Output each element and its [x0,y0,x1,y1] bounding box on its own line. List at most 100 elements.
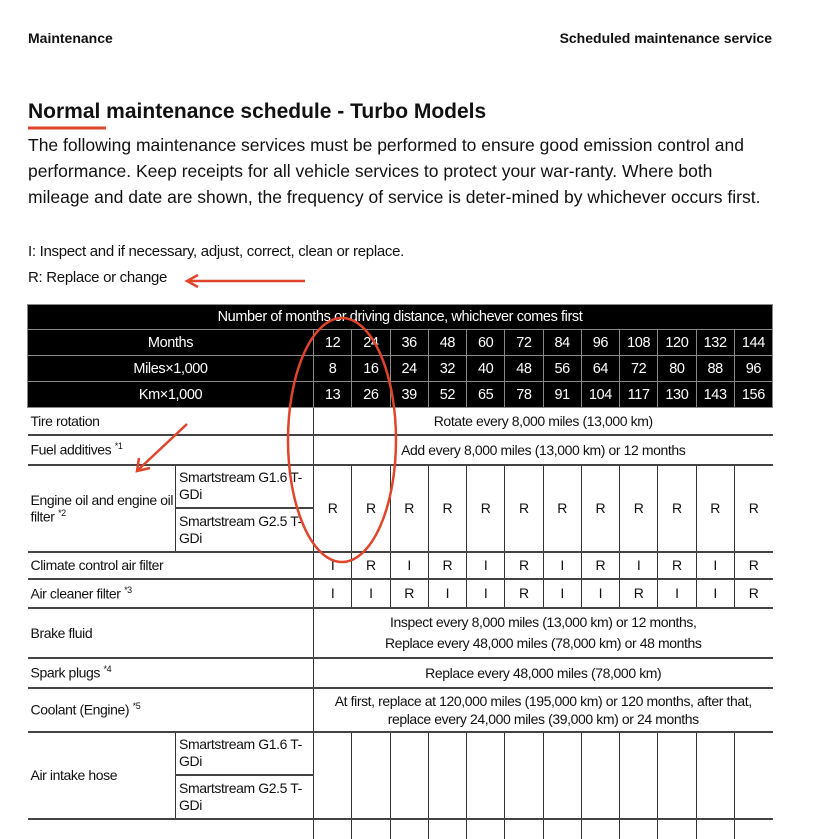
row-label-oil: Engine oil and engine oil filter *2 [27,464,176,553]
aircleaner-cell: R [733,578,773,609]
oil-cell: R [695,464,735,553]
last-cell [465,818,505,839]
months-cell: 72 [504,329,544,356]
intake-cell [542,731,582,820]
intake-cell [427,731,467,820]
climate-cell: R [427,551,467,580]
months-cell: 108 [618,329,659,356]
row-label-coolant: Coolant (Engine) *5 [27,687,314,733]
miles-cell: 32 [427,355,468,382]
aircleaner-cell: I [542,578,582,609]
arrow-icon-replace [184,273,305,289]
intro-paragraph: The following maintenance services must … [28,135,761,207]
km-cell: 78 [504,381,544,408]
climate-cell: R [351,551,390,580]
engine-variant-g25: Smartstream G2.5 T-GDi [175,507,314,553]
table-caption: Number of months or driving distance, wh… [27,304,773,330]
oil-cell: R [504,464,543,553]
section-header: Maintenance [28,30,113,46]
last-cell [351,818,390,839]
km-cell: 143 [695,381,735,408]
months-cell: 84 [542,329,582,356]
miles-cell: 48 [504,355,544,382]
brake-text: Inspect every 8,000 miles (13,000 km) or… [313,607,773,659]
miles-cell: 64 [580,355,621,382]
climate-cell: I [618,551,658,580]
coolant-text: At first, replace at 120,000 miles (195,… [313,687,773,733]
intake-cell [465,731,505,820]
intake-cell [695,731,735,820]
oil-cell: R [542,464,582,553]
climate-cell: I [389,551,429,580]
last-cell [427,818,467,839]
tire-text: Rotate every 8,000 miles (13,000 km) [313,407,773,436]
miles-cell: 56 [542,355,582,382]
oil-cell: R [580,464,620,553]
months-cell: 24 [351,329,391,356]
oil-cell: R [427,464,467,553]
miles-cell: 88 [695,355,735,382]
row-label-tire: Tire rotation [27,407,314,436]
km-cell: 156 [733,381,774,408]
climate-cell: I [695,551,735,580]
aircleaner-cell: R [618,578,658,609]
page-header: Scheduled maintenance service [559,30,772,46]
aircleaner-cell: I [351,578,390,609]
intake-cell [389,731,429,820]
climate-cell: R [580,551,620,580]
months-cell: 60 [465,329,506,356]
oil-cell: R [618,464,658,553]
oil-cell: R [733,464,773,553]
row-label-climate: Climate control air filter [27,551,314,580]
aircleaner-cell: R [389,578,429,609]
last-cell [542,818,582,839]
last-cell [618,818,658,839]
months-cell: 132 [695,329,735,356]
climate-cell: I [465,551,505,580]
row-label-aircleaner: Air cleaner filter *3 [27,578,314,609]
km-cell: 26 [351,381,391,408]
intake-cell [312,731,352,820]
miles-cell: 8 [312,355,353,382]
miles-cell: 16 [351,355,391,382]
intake-cell [733,731,773,820]
last-cell [657,818,696,839]
months-cell: 120 [657,329,697,356]
last-cell [695,818,735,839]
climate-cell: I [542,551,582,580]
oil-cell: R [657,464,696,553]
intake-cell [504,731,543,820]
spark-text: Replace every 48,000 miles (78,000 km) [313,657,773,689]
last-cell [312,818,352,839]
km-cell: 104 [580,381,621,408]
last-cell [389,818,429,839]
climate-cell: I [312,551,352,580]
miles-label: Miles×1,000 [27,355,314,382]
months-cell: 36 [389,329,429,356]
page-title: Normal maintenance schedule - Turbo Mode… [28,100,487,123]
km-cell: 65 [465,381,506,408]
oil-cell: R [465,464,505,553]
climate-cell: R [733,551,773,580]
maintenance-table: Number of months or driving distance, wh… [27,304,774,839]
oil-cell: R [312,464,352,553]
aircleaner-cell: I [427,578,467,609]
intake-variant-g25: Smartstream G2.5 T-GDi [175,774,314,820]
miles-cell: 80 [657,355,697,382]
oil-cell: R [389,464,429,553]
miles-cell: 72 [618,355,659,382]
miles-cell: 96 [733,355,774,382]
aircleaner-cell: I [312,578,352,609]
months-cell: 144 [733,329,774,356]
engine-variant-g16: Smartstream G1.6 T-GDi [175,464,314,509]
last-cell [733,818,773,839]
months-cell: 48 [427,329,468,356]
row-label-spark: Spark plugs *4 [27,657,314,689]
intake-cell [351,731,390,820]
months-cell: 96 [580,329,621,356]
row-label-intake: Air intake hose [27,731,176,820]
km-label: Km×1,000 [27,381,314,408]
legend-inspect: I: Inspect and if necessary, adjust, cor… [28,243,405,260]
km-cell: 91 [542,381,582,408]
last-cell [580,818,620,839]
